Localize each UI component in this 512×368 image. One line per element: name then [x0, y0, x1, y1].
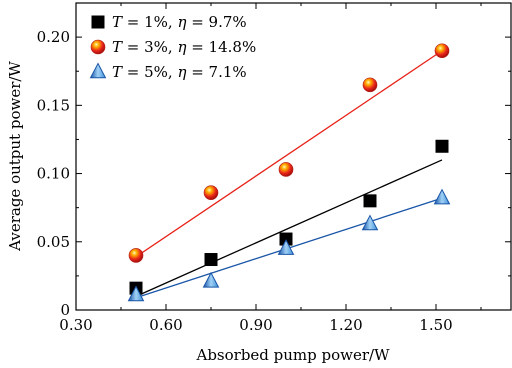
- data-point-series-3: [361, 214, 379, 231]
- data-point-series-2: [278, 162, 294, 177]
- data-point-series-3: [127, 285, 145, 302]
- data-point-series-3: [202, 271, 220, 288]
- legend-label-3: T = 5%, η = 7.1%: [112, 63, 247, 81]
- y-tick-label: 0.05: [37, 233, 70, 251]
- x-axis-ticks: 0.30 0.60 0.90 1.20 1.50: [59, 3, 482, 334]
- fit-line-series-1: [135, 159, 443, 297]
- x-tick-label: 0.60: [149, 316, 182, 334]
- data-point-series-3: [277, 239, 295, 255]
- legend-label-2: T = 3%, η = 14.8%: [112, 38, 256, 56]
- data-point-series-3: [433, 188, 451, 205]
- data-point-series-1: [204, 253, 218, 267]
- y-tick-label: 0.20: [37, 28, 70, 46]
- y-axis-title: Average output power/W: [6, 61, 24, 252]
- y-tick-label: 0.15: [37, 96, 70, 114]
- x-tick-label: 1.20: [329, 316, 362, 334]
- y-tick-label: 0: [60, 301, 70, 319]
- data-point-series-2: [362, 77, 378, 93]
- x-tick-label: 0.90: [239, 316, 272, 334]
- data-point-series-2: [128, 248, 144, 263]
- x-tick-label: 0.30: [59, 316, 92, 334]
- data-point-series-2: [434, 43, 450, 59]
- data-point-series-2: [203, 185, 219, 200]
- legend-marker-3: [89, 62, 107, 79]
- x-tick-label: 1.50: [419, 316, 452, 334]
- fit-line-series-2: [135, 50, 443, 258]
- legend-marker-2: [90, 39, 106, 55]
- y-axis-ticks: 0 0.05 0.10 0.15 0.20: [37, 28, 511, 319]
- data-point-series-1: [363, 194, 377, 208]
- legend-marker-1: [91, 15, 105, 29]
- legend-label-1: T = 1%, η = 9.7%: [112, 13, 247, 31]
- data-point-series-1: [279, 232, 293, 246]
- x-axis-title: Absorbed pump power/W: [195, 346, 390, 364]
- legend: T = 1%, η = 9.7% T = 3%, η = 14.8% T = 5%,…: [89, 13, 256, 81]
- data-markers: [127, 43, 451, 302]
- y-tick-label: 0.10: [37, 165, 70, 183]
- data-point-series-1: [435, 139, 449, 153]
